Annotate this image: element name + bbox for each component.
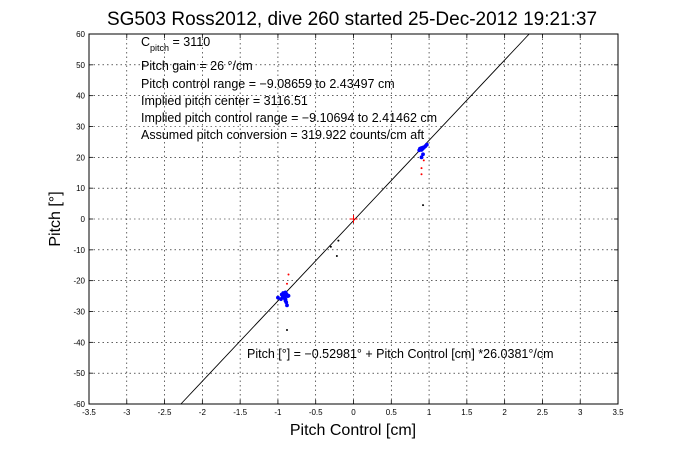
annotation-cpitch-sub: pitch [150, 43, 169, 53]
data-point [286, 293, 291, 298]
y-tick-label: -20 [73, 277, 85, 286]
annotation-cpitch-main: C [141, 35, 150, 49]
x-tick-label: 1.5 [461, 408, 473, 417]
grid [89, 34, 618, 404]
y-tick-label: 60 [76, 30, 85, 39]
x-tick-label: -1 [274, 408, 282, 417]
x-tick-label: 0 [351, 408, 356, 417]
y-tick-label: -60 [73, 400, 85, 409]
data-point [419, 155, 424, 160]
data-point [421, 152, 425, 157]
annotation-control-range: Pitch control range = −9.08659 to 2.4349… [141, 77, 395, 91]
data-point [279, 297, 283, 302]
annotation-conversion: Assumed pitch conversion = 319.922 count… [141, 128, 425, 142]
x-tick-label: -2 [199, 408, 207, 417]
y-axis-label: Pitch [°] [47, 191, 64, 246]
y-tick-label: 50 [76, 61, 85, 70]
x-tick-label: 2.5 [537, 408, 549, 417]
data-point [422, 204, 425, 207]
y-tick-label: 30 [76, 123, 85, 132]
y-tick-label: -50 [73, 369, 85, 378]
x-tick-label: 0.5 [386, 408, 398, 417]
annotation-implied-range: Implied pitch control range = −9.10694 t… [141, 111, 437, 125]
data-point [421, 145, 426, 150]
y-tick-label: -40 [73, 338, 85, 347]
data-point [285, 282, 288, 285]
annotation-implied-center: Implied pitch center = 3116.51 [141, 94, 308, 108]
y-tick-label: 0 [81, 215, 86, 224]
data-point [276, 295, 280, 300]
x-tick-label: 2 [502, 408, 507, 417]
data-point [420, 173, 423, 176]
annotation-gain: Pitch gain = 26 °/cm [141, 59, 253, 73]
data-point [285, 303, 289, 308]
x-tick-label: 3 [578, 408, 583, 417]
x-tick-label: 3.5 [612, 408, 624, 417]
annotation-fit-equation: Pitch [°] = −0.52981° + Pitch Control [c… [247, 347, 553, 361]
x-tick-label: -2.5 [158, 408, 172, 417]
y-tick-label: 20 [76, 153, 85, 162]
chart-title: SG503 Ross2012, dive 260 started 25-Dec-… [107, 9, 597, 30]
x-tick-label: -3.5 [82, 408, 96, 417]
y-tick-label: 40 [76, 92, 85, 101]
data-point [417, 148, 422, 153]
data-point [285, 329, 288, 331]
data-point [337, 239, 340, 242]
y-tick-label: 10 [76, 184, 85, 193]
annotation-cpitch-value: = 3110 [169, 35, 210, 49]
y-tick-label: -10 [73, 246, 85, 255]
x-tick-label: -1.5 [233, 408, 247, 417]
x-tick-label: -0.5 [309, 408, 323, 417]
x-tick-label: -3 [123, 408, 131, 417]
x-axis-label: Pitch Control [cm] [290, 422, 416, 439]
data-points [276, 142, 429, 331]
x-tick-label: 1 [427, 408, 432, 417]
data-point [422, 159, 425, 162]
data-point [282, 296, 287, 301]
data-point [329, 245, 332, 248]
y-tick-label: -30 [73, 308, 85, 317]
data-point [287, 273, 290, 276]
data-point [335, 255, 338, 257]
data-point [424, 142, 429, 147]
annotation-cpitch: Cpitch = 3110 [141, 35, 210, 53]
data-point [420, 167, 423, 170]
axis-ticks: -3.5 -3 -2.5 -2 -1.5 -1 -0.5 0 0.5 1 1.5 2 2.5 3 3.5 -6… [73, 30, 624, 417]
